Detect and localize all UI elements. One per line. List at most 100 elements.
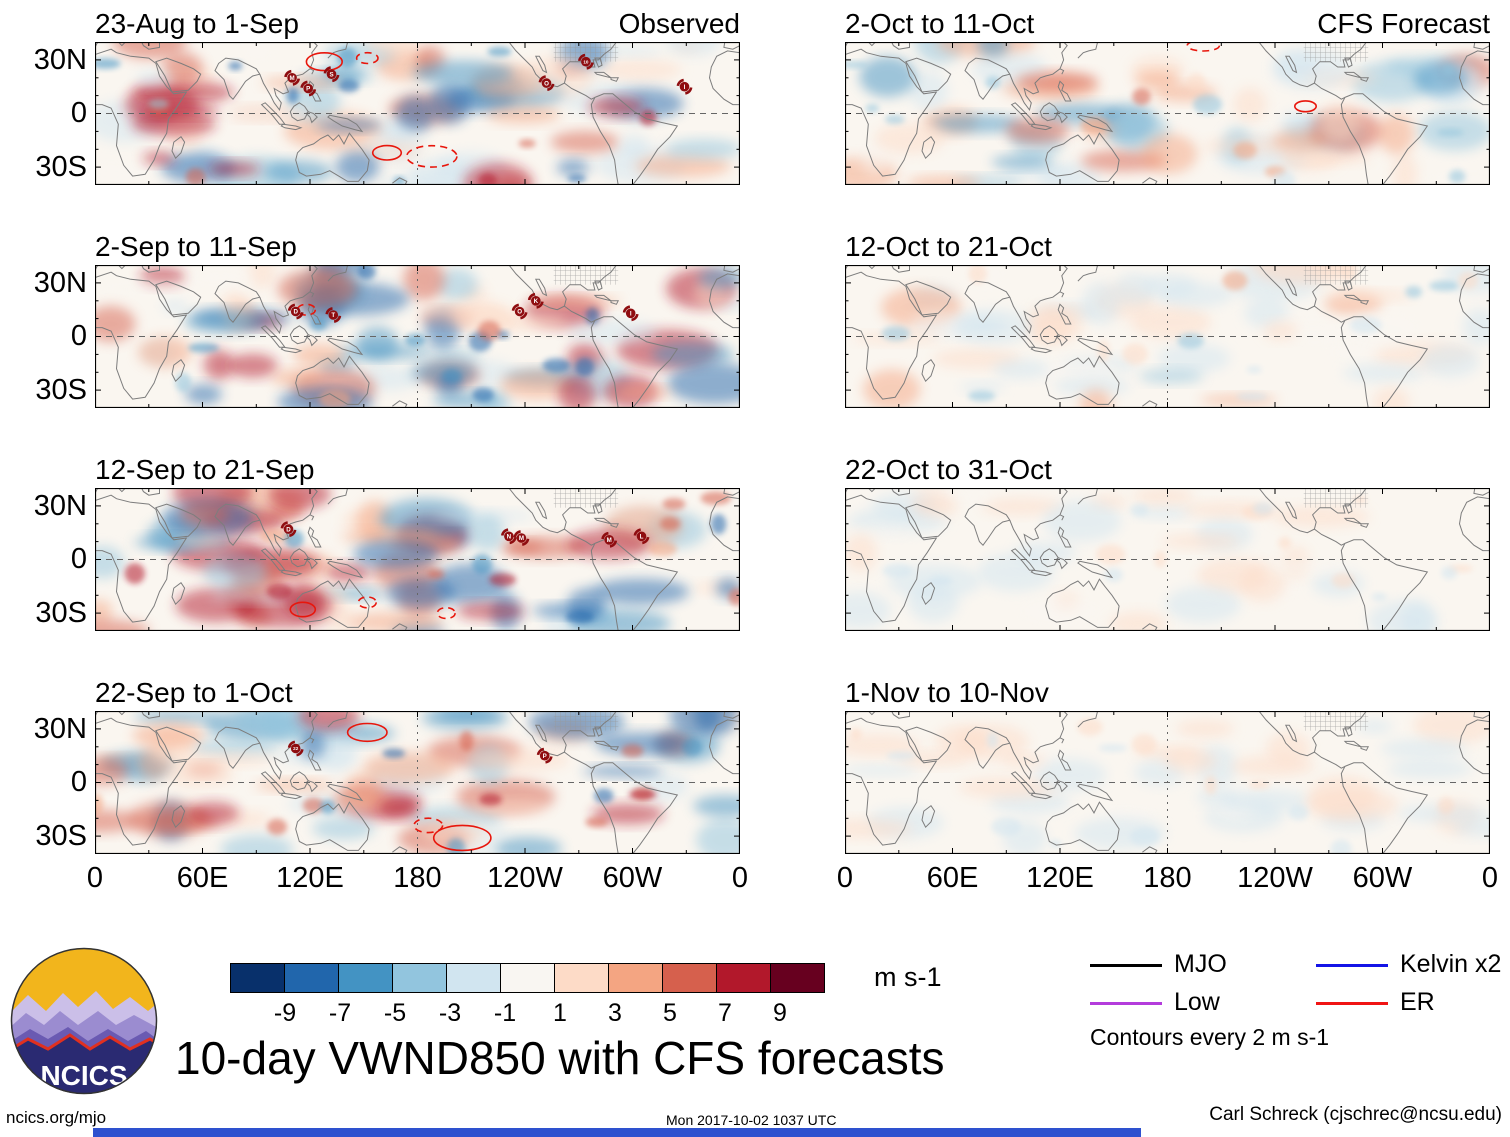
- contour-note: Contours every 2 m s-1: [1090, 1024, 1330, 1050]
- map-plot: [845, 488, 1490, 631]
- mjo-line-swatch: [1090, 964, 1162, 967]
- map-plot: 22 P: [95, 711, 740, 854]
- map-plot: M P S O 10 I: [95, 42, 740, 185]
- colorbar-tick-label: 9: [773, 999, 787, 1027]
- x-tick-label: 60E: [176, 862, 229, 894]
- colorbar-cell: [608, 963, 663, 993]
- svg-text:M: M: [607, 537, 612, 544]
- er-line-swatch: [1316, 1002, 1388, 1005]
- panel-title-row: 23-Aug to 1-Sep Observed: [95, 8, 740, 40]
- panel-date-label: 2-Sep to 11-Sep: [95, 231, 297, 262]
- map-plot: D T O K I: [95, 265, 740, 408]
- panel-date-label: 23-Aug to 1-Sep: [95, 8, 299, 39]
- ncics-logo: NCICS: [8, 943, 160, 1106]
- x-tick-label: 60W: [1352, 862, 1413, 894]
- panel-observed-4: 22-Sep to 1-Oct 30N 0 30S 22 P: [34, 677, 740, 854]
- bottom-blue-bar: [93, 1128, 1141, 1137]
- x-tick-label: 180: [1143, 862, 1192, 894]
- x-tick-label: 120W: [487, 862, 563, 894]
- column-label-observed: Observed: [618, 8, 740, 39]
- colorbar-tick-label: 5: [663, 999, 677, 1027]
- column-label-forecast: CFS Forecast: [1317, 8, 1490, 39]
- x-tick-label: 0: [731, 862, 749, 894]
- colorbar-cell: [446, 963, 501, 993]
- x-tick-label: 180: [393, 862, 442, 894]
- svg-text:M: M: [290, 75, 295, 82]
- map-plot: DN M M L: [95, 488, 740, 631]
- svg-text:P: P: [306, 86, 310, 93]
- x-tick-label: 60W: [602, 862, 663, 894]
- footer-url: ncics.org/mjo: [6, 1108, 107, 1127]
- x-axis-labels-observed: 0 60E 120E 180 120W 60W 0: [87, 862, 748, 898]
- figure-title: 10-day VWND850 with CFS forecasts: [175, 1032, 945, 1084]
- svg-text:N: N: [507, 534, 512, 541]
- svg-text:I: I: [630, 311, 632, 318]
- x-axis-labels-forecast: 0 60E 120E 180 120W 60W 0: [837, 862, 1498, 898]
- colorbar-cell: [392, 963, 447, 993]
- svg-text:P: P: [543, 753, 547, 760]
- map-plot: [845, 265, 1490, 408]
- colorbar-tick-label: -7: [328, 999, 352, 1027]
- colorbar: -9 -7 -5 -3 -1 1 3 5 7 9: [230, 963, 835, 1027]
- svg-text:M: M: [519, 535, 524, 542]
- svg-text:O: O: [517, 309, 522, 316]
- colorbar-tick-label: -3: [438, 999, 462, 1027]
- legend-label-er: ER: [1400, 988, 1435, 1016]
- y-tick-label: 30S: [35, 151, 87, 183]
- colorbar-cell: [500, 963, 555, 993]
- panel-forecast-2: 12-Oct to 21-Oct: [845, 231, 1490, 408]
- y-tick-label: 30S: [35, 374, 87, 406]
- colorbar-units: m s-1: [874, 962, 942, 992]
- y-tick-label: 0: [70, 97, 87, 129]
- colorbar-tick-label: 7: [718, 999, 732, 1027]
- footer-credit: Carl Schreck (cjschrec@ncsu.edu): [1209, 1104, 1502, 1125]
- x-tick-label: 60E: [926, 862, 979, 894]
- panel-title-row: 2-Oct to 11-Oct CFS Forecast: [845, 8, 1490, 40]
- colorbar-tick-label: -9: [273, 999, 297, 1027]
- svg-text:D: D: [293, 309, 298, 316]
- panel-observed-1: 23-Aug to 1-Sep Observed 30N 0 30S M P S O 1…: [34, 8, 740, 185]
- x-tick-label: 120E: [276, 862, 344, 894]
- panel-date-label: 2-Oct to 11-Oct: [845, 8, 1035, 39]
- y-tick-label: 30N: [33, 713, 87, 745]
- y-tick-label: 0: [70, 766, 87, 798]
- colorbar-cell: [770, 963, 825, 993]
- x-tick-label: 120W: [1237, 862, 1313, 894]
- svg-text:S: S: [329, 71, 333, 78]
- colorbar-tick-label: -5: [383, 999, 407, 1027]
- x-tick-label: 0: [1481, 862, 1499, 894]
- panel-date-label: 12-Oct to 21-Oct: [845, 231, 1052, 262]
- x-tick-label: 0: [836, 862, 854, 894]
- colorbar-tick-label: 3: [608, 999, 622, 1027]
- panel-observed-2: 2-Sep to 11-Sep 30N 0 30S D T O K I: [34, 231, 740, 408]
- colorbar-cell: [338, 963, 393, 993]
- y-tick-label: 30N: [33, 267, 87, 299]
- legend-label-mjo: MJO: [1174, 950, 1227, 978]
- panel-forecast-4: 1-Nov to 10-Nov: [845, 677, 1490, 854]
- x-tick-label: 0: [86, 862, 104, 894]
- y-tick-label: 30N: [33, 490, 87, 522]
- map-plot: [845, 711, 1490, 854]
- svg-text:D: D: [286, 526, 291, 533]
- legend-label-low: Low: [1174, 988, 1220, 1016]
- panel-date-label: 22-Oct to 31-Oct: [845, 454, 1052, 485]
- colorbar-cell: [716, 963, 771, 993]
- panel-date-label: 12-Sep to 21-Sep: [95, 454, 315, 485]
- footer-timestamp: Mon 2017-10-02 1037 UTC: [666, 1112, 837, 1128]
- y-tick-label: 0: [70, 543, 87, 575]
- y-tick-label: 30S: [35, 820, 87, 852]
- colorbar-cell: [662, 963, 717, 993]
- colorbar-tick-label: -1: [493, 999, 517, 1027]
- logo-text: NCICS: [40, 1060, 127, 1091]
- panel-forecast-1: 2-Oct to 11-Oct CFS Forecast: [845, 8, 1490, 185]
- legend-label-kelvin: Kelvin x2: [1400, 950, 1502, 978]
- colorbar-cells: [230, 963, 835, 993]
- colorbar-cell: [284, 963, 339, 993]
- y-tick-label: 30N: [33, 44, 87, 76]
- kelvin-line-swatch: [1316, 964, 1388, 967]
- y-tick-label: 0: [70, 320, 87, 352]
- colorbar-tick-label: 1: [553, 999, 567, 1027]
- x-tick-label: 120E: [1026, 862, 1094, 894]
